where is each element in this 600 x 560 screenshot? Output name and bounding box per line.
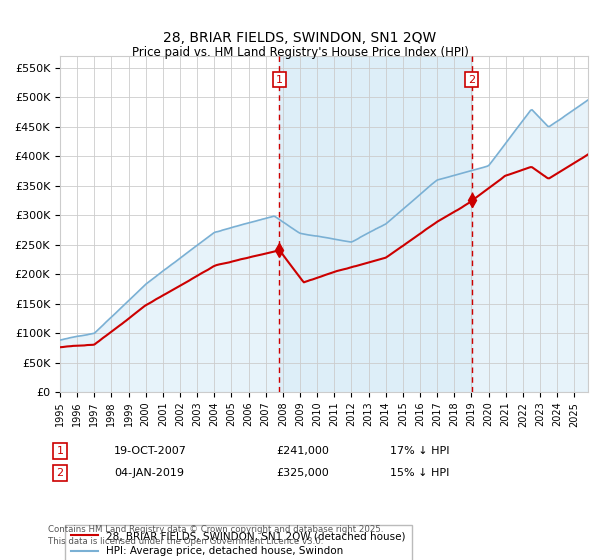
Text: 15% ↓ HPI: 15% ↓ HPI bbox=[390, 468, 449, 478]
Bar bbox=[280, 56, 472, 392]
Text: 17% ↓ HPI: 17% ↓ HPI bbox=[390, 446, 449, 456]
Text: £325,000: £325,000 bbox=[276, 468, 329, 478]
Legend: 28, BRIAR FIELDS, SWINDON, SN1 2QW (detached house), HPI: Average price, detache: 28, BRIAR FIELDS, SWINDON, SN1 2QW (deta… bbox=[65, 525, 412, 560]
Text: 04-JAN-2019: 04-JAN-2019 bbox=[114, 468, 184, 478]
Text: 2: 2 bbox=[468, 74, 475, 85]
Text: £241,000: £241,000 bbox=[276, 446, 329, 456]
Text: 1: 1 bbox=[56, 446, 64, 456]
Text: 19-OCT-2007: 19-OCT-2007 bbox=[114, 446, 187, 456]
Text: Price paid vs. HM Land Registry's House Price Index (HPI): Price paid vs. HM Land Registry's House … bbox=[131, 46, 469, 59]
Text: 1: 1 bbox=[276, 74, 283, 85]
Text: 28, BRIAR FIELDS, SWINDON, SN1 2QW: 28, BRIAR FIELDS, SWINDON, SN1 2QW bbox=[163, 31, 437, 45]
Text: 2: 2 bbox=[56, 468, 64, 478]
Text: Contains HM Land Registry data © Crown copyright and database right 2025.
This d: Contains HM Land Registry data © Crown c… bbox=[48, 525, 383, 546]
